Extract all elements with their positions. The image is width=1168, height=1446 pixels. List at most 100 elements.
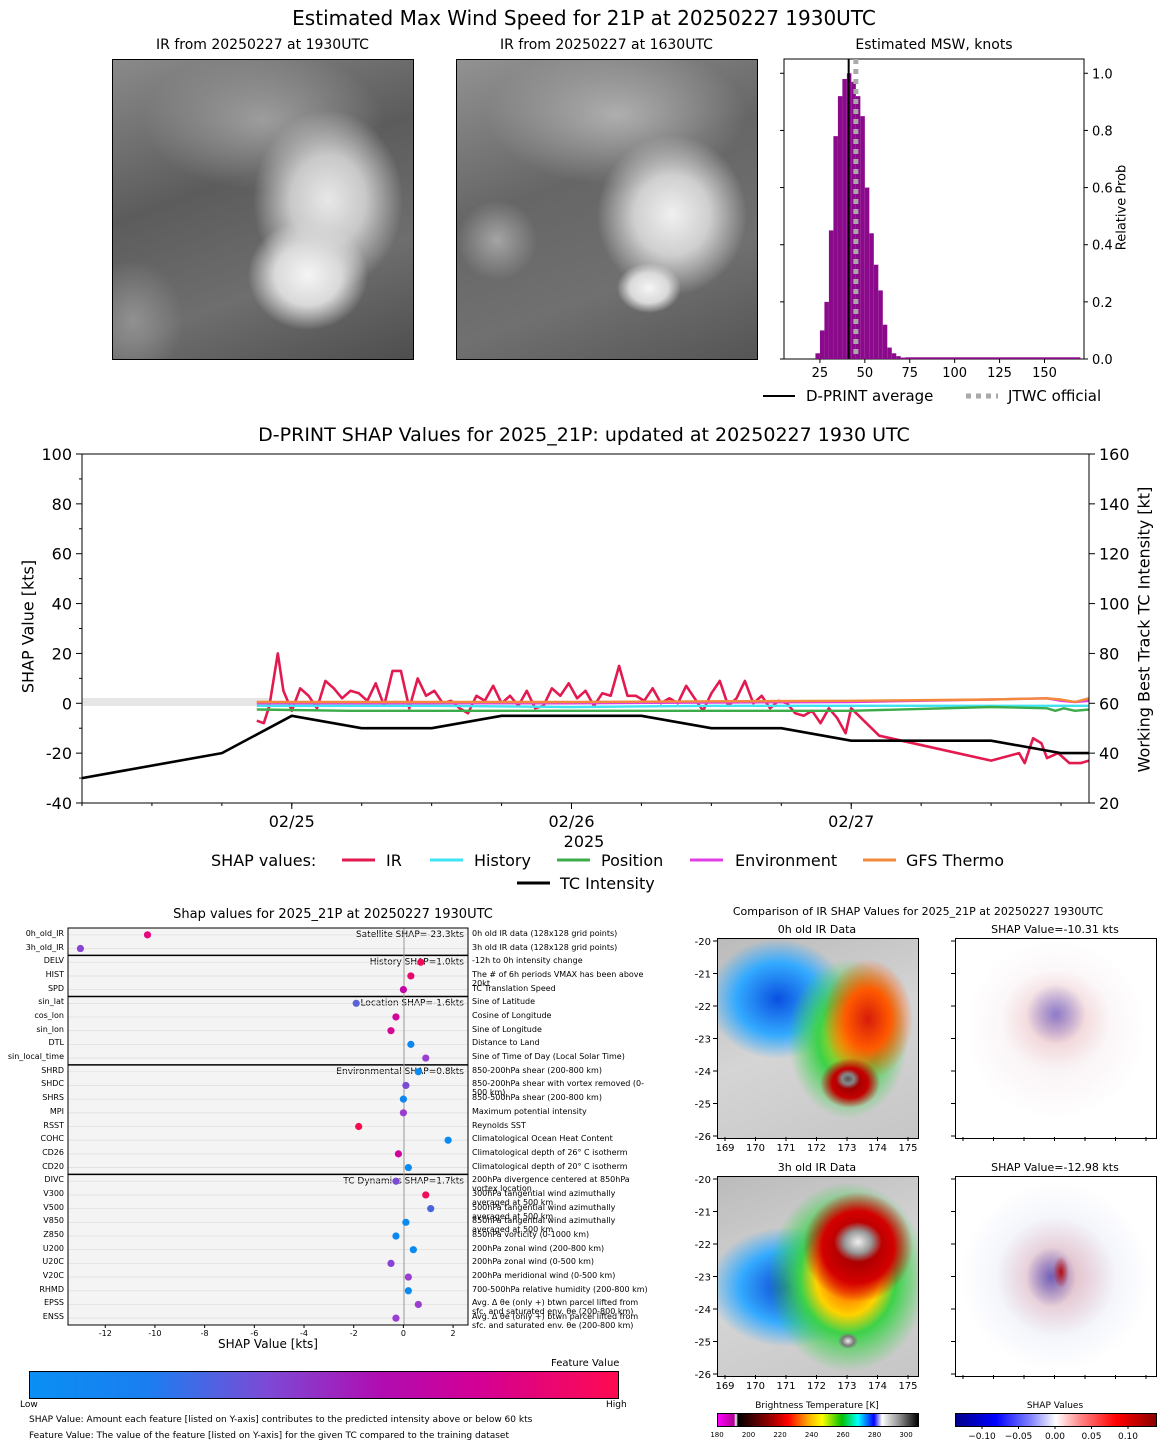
shap-point-sin_lat <box>352 999 360 1007</box>
feature-description: Avg. Δ θe (only +) btwn parcel lifted fr… <box>472 1312 639 1331</box>
msw-bar <box>833 136 838 359</box>
msw-bar <box>882 324 888 359</box>
shap-point-mpi <box>399 1109 408 1117</box>
msw-xtick-label: 100 <box>942 366 967 381</box>
ts-xtick-label: 02/27 <box>828 812 874 831</box>
summary-xtick-label: -10 <box>148 1329 161 1338</box>
feature-name: V20C <box>42 1271 64 1281</box>
msw-xtick-label: 50 <box>857 366 874 381</box>
ir-prev-title: IR from 20250227 at 1630UTC <box>500 37 713 53</box>
shap-point-enss <box>392 1314 400 1322</box>
msw-xtick-label: 25 <box>812 366 829 381</box>
ts-ytick-left-label: 40 <box>52 595 72 614</box>
feature-name: EPSS <box>43 1298 64 1308</box>
ir-0h-colormap <box>717 938 919 1139</box>
panel-3h-title: 3h old IR Data <box>777 1161 857 1174</box>
shap-point-3h_old_ir <box>76 944 85 953</box>
shap-point-rsst <box>355 1122 363 1131</box>
feature-description: 0h old IR data (128x128 grid points) <box>472 928 618 938</box>
ts-ytick-left-label: 0 <box>62 694 72 713</box>
footnote-feature: Feature Value: The value of the feature … <box>29 1431 510 1441</box>
msw-bar <box>824 301 829 359</box>
feature-description: 850hPa vorticity (0-1000 km) <box>472 1230 590 1240</box>
shap-cbar-tick-label: −0.10 <box>968 1432 996 1442</box>
lat-tick-label: -22 <box>695 1002 711 1013</box>
ts-ytick-right-label: 40 <box>1099 744 1119 763</box>
feature-description: TC Translation Speed <box>472 983 556 993</box>
feature-description: Reynolds SST <box>472 1120 526 1130</box>
panel-0h-shap-title: SHAP Value=-10.31 kts <box>991 923 1119 936</box>
feature-description: 200hPa zonal wind (0-500 km) <box>472 1257 594 1267</box>
feature-description: 850hPa tangential wind azimuthally avera… <box>472 1216 616 1235</box>
feature-name: SHDC <box>41 1079 64 1089</box>
shap-0h-map <box>955 938 1157 1139</box>
feature-description: 200hPa meridional wind (0-500 km) <box>472 1271 616 1281</box>
msw-bar <box>891 353 897 359</box>
lon-tick-label: 170 <box>746 1143 765 1154</box>
feature-name: SPD <box>47 983 64 993</box>
ts-ytick-right-label: 160 <box>1099 445 1130 464</box>
lat-tick-label: -20 <box>695 937 711 948</box>
feature-description: Sine of Longitude <box>472 1024 542 1034</box>
msw-bar <box>860 116 865 359</box>
lat-tick-label: -23 <box>695 1273 711 1284</box>
feature-description: Cosine of Longitude <box>472 1010 552 1020</box>
ts-ytick-right-label: 120 <box>1099 545 1130 564</box>
summary-plot-frame <box>67 927 469 1326</box>
feature-name: SHRS <box>42 1093 64 1103</box>
ts-ytick-left-label: -40 <box>46 794 72 813</box>
summary-xtick-label: -2 <box>350 1329 358 1338</box>
shap-point-0h_old_ir <box>143 931 152 939</box>
ts-ytick-right-label: 60 <box>1099 694 1119 713</box>
feature-name: SHRD <box>41 1065 64 1075</box>
lon-tick-label: 169 <box>715 1143 734 1154</box>
lon-tick-label: 173 <box>837 1381 856 1392</box>
panel-0h-title: 0h old IR Data <box>777 923 857 936</box>
feature-description: -12h to 0h intensity change <box>472 956 583 966</box>
msw-ytick-label: 0.4 <box>1092 239 1113 254</box>
feature-name: 0h_old_IR <box>25 928 64 938</box>
feature-name: sin_lat <box>38 997 64 1007</box>
lat-tick-label: -26 <box>695 1370 711 1381</box>
series-history <box>256 704 1089 709</box>
ts-xtick-label: 02/25 <box>269 812 315 831</box>
lat-tick-label: -22 <box>695 1240 711 1251</box>
feature-name: V300 <box>43 1188 64 1198</box>
feature-name: U20C <box>42 1257 64 1267</box>
msw-histogram: 25 50 75 100 125 150 0.0 0.2 0.4 0.6 0.8 1.0 <box>780 58 1113 381</box>
lon-tick-label: 174 <box>868 1381 887 1392</box>
feature-description: Distance to Land <box>472 1038 540 1048</box>
series-gfs-thermo <box>256 697 1090 704</box>
msw-ytick-label: 1.0 <box>1092 67 1113 82</box>
feature-name: sin_local_time <box>7 1052 64 1062</box>
lat-tick-label: -25 <box>695 1338 711 1349</box>
legend-ir-label: IR <box>386 851 402 870</box>
feature-description: 3h old IR data (128x128 grid points) <box>472 942 618 952</box>
ts-ytick-left-label: 100 <box>41 445 72 464</box>
shap-point-delv <box>417 958 425 966</box>
legend-jtwc-label: JTWC official <box>1008 387 1102 405</box>
feature-name: DELV <box>43 956 64 966</box>
shap-point-shrd <box>414 1068 422 1076</box>
group-band <box>68 928 468 956</box>
msw-tail-bar <box>905 357 1081 359</box>
shap-3h-map <box>955 1176 1157 1377</box>
lon-tick-label: 171 <box>776 1143 795 1154</box>
shap-point-v300 <box>422 1191 430 1199</box>
shap-point-cd26 <box>394 1150 403 1158</box>
shap-cbar-tick-label: 0.05 <box>1081 1432 1101 1442</box>
feature-name: V850 <box>43 1216 64 1226</box>
shap-point-z850 <box>392 1232 400 1240</box>
summary-xtick-label: 2 <box>451 1329 456 1338</box>
shap-point-shrs <box>399 1095 408 1103</box>
feature-value-colorbar <box>29 1371 619 1399</box>
lat-tick-label: -24 <box>695 1067 711 1078</box>
ir-now-title: IR from 20250227 at 1930UTC <box>156 37 369 53</box>
ts-ytick-right-label: 80 <box>1099 644 1119 663</box>
ts-ytick-right-label: 140 <box>1099 495 1130 514</box>
shap-cbar-tick-label: 0.10 <box>1118 1432 1138 1442</box>
shap-point-sin_lon <box>387 1027 395 1035</box>
shap-values-colorbar <box>955 1413 1157 1427</box>
panel-3h-shap-title: SHAP Value=-12.98 kts <box>991 1161 1119 1174</box>
